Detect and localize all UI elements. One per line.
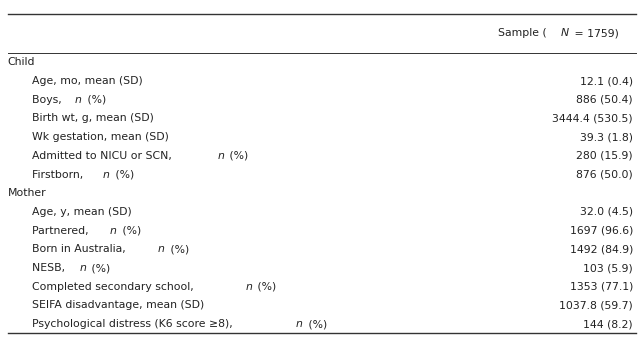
Text: 144 (8.2): 144 (8.2) bbox=[583, 319, 633, 329]
Text: (%): (%) bbox=[84, 95, 106, 105]
Text: n: n bbox=[296, 319, 303, 329]
Text: = 1759): = 1759) bbox=[571, 28, 619, 38]
Text: 3444.4 (530.5): 3444.4 (530.5) bbox=[553, 114, 633, 123]
Text: Partnered,: Partnered, bbox=[32, 226, 92, 236]
Text: n: n bbox=[103, 170, 109, 180]
Text: 39.3 (1.8): 39.3 (1.8) bbox=[580, 132, 633, 142]
Text: 1037.8 (59.7): 1037.8 (59.7) bbox=[559, 300, 633, 311]
Text: Completed secondary school,: Completed secondary school, bbox=[32, 282, 198, 292]
Text: Child: Child bbox=[8, 57, 35, 67]
Text: 1697 (96.6): 1697 (96.6) bbox=[570, 226, 633, 236]
Text: Sample (: Sample ( bbox=[498, 28, 547, 38]
Text: Born in Australia,: Born in Australia, bbox=[32, 244, 129, 254]
Text: 1353 (77.1): 1353 (77.1) bbox=[570, 282, 633, 292]
Text: Psychological distress (K6 score ≥8),: Psychological distress (K6 score ≥8), bbox=[32, 319, 236, 329]
Text: Age, mo, mean (SD): Age, mo, mean (SD) bbox=[32, 76, 143, 86]
Text: Firstborn,: Firstborn, bbox=[32, 170, 87, 180]
Text: SEIFA disadvantage, mean (SD): SEIFA disadvantage, mean (SD) bbox=[32, 300, 204, 311]
Text: N: N bbox=[561, 28, 569, 38]
Text: Boys,: Boys, bbox=[32, 95, 66, 105]
Text: Admitted to NICU or SCN,: Admitted to NICU or SCN, bbox=[32, 151, 176, 161]
Text: 12.1 (0.4): 12.1 (0.4) bbox=[580, 76, 633, 86]
Text: Age, y, mean (SD): Age, y, mean (SD) bbox=[32, 207, 132, 217]
Text: Wk gestation, mean (SD): Wk gestation, mean (SD) bbox=[32, 132, 169, 142]
Text: n: n bbox=[79, 263, 86, 273]
Text: Birth wt, g, mean (SD): Birth wt, g, mean (SD) bbox=[32, 114, 154, 123]
Text: n: n bbox=[158, 244, 165, 254]
Text: (%): (%) bbox=[111, 170, 134, 180]
Text: (%): (%) bbox=[254, 282, 276, 292]
Text: n: n bbox=[109, 226, 117, 236]
Text: n: n bbox=[245, 282, 252, 292]
Text: 886 (50.4): 886 (50.4) bbox=[576, 95, 633, 105]
Text: (%): (%) bbox=[167, 244, 189, 254]
Text: (%): (%) bbox=[88, 263, 111, 273]
Text: (%): (%) bbox=[305, 319, 327, 329]
Text: 280 (15.9): 280 (15.9) bbox=[576, 151, 633, 161]
Text: Mother: Mother bbox=[8, 188, 46, 198]
Text: 32.0 (4.5): 32.0 (4.5) bbox=[580, 207, 633, 217]
Text: 1492 (84.9): 1492 (84.9) bbox=[570, 244, 633, 254]
Text: n: n bbox=[75, 95, 82, 105]
Text: (%): (%) bbox=[118, 226, 141, 236]
Text: n: n bbox=[217, 151, 224, 161]
Text: (%): (%) bbox=[226, 151, 249, 161]
Text: 103 (5.9): 103 (5.9) bbox=[583, 263, 633, 273]
Text: NESB,: NESB, bbox=[32, 263, 69, 273]
Text: 876 (50.0): 876 (50.0) bbox=[576, 170, 633, 180]
